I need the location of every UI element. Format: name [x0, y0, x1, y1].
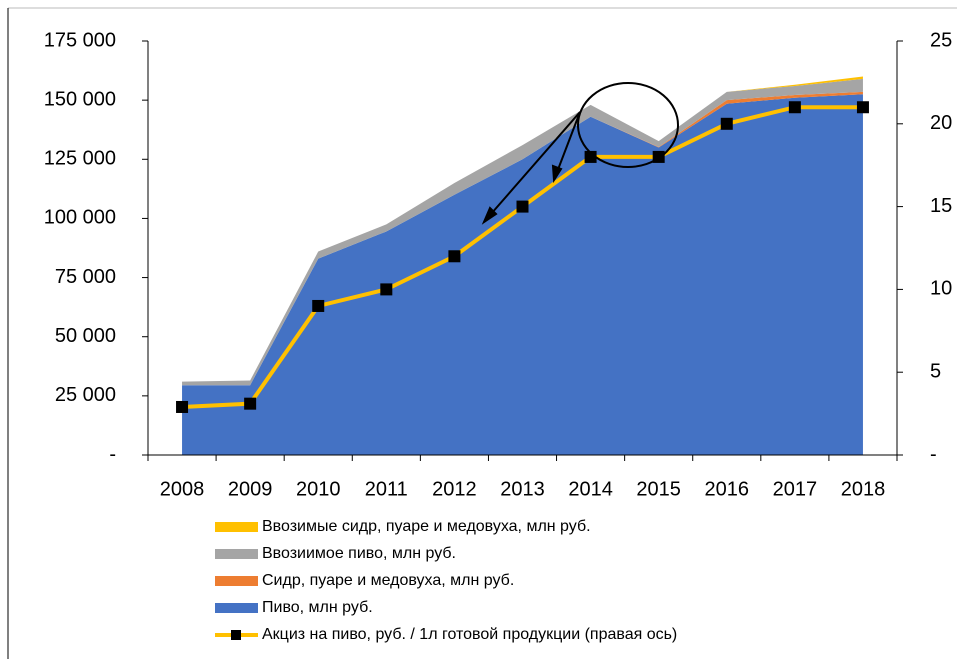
area: [182, 94, 863, 455]
marker: [244, 397, 257, 410]
arrow-head: [481, 206, 498, 225]
x-tick-label: 2016: [705, 478, 750, 500]
legend-label: Ввозиимое пиво, млн руб.: [262, 545, 456, 562]
y-tick-label: 75 000: [55, 266, 116, 288]
y2-tick-label: 25: [930, 29, 952, 51]
marker: [516, 200, 529, 213]
x-tick-label: 2014: [568, 478, 613, 500]
y-tick-label: 100 000: [44, 207, 116, 229]
marker: [176, 400, 189, 413]
x-tick-label: 2017: [773, 478, 818, 500]
y2-tick-label: 20: [930, 112, 952, 134]
y-tick-label: 150 000: [44, 88, 116, 110]
y-tick-label: 50 000: [55, 325, 116, 347]
marker: [584, 150, 597, 163]
y-tick-label: 125 000: [44, 148, 116, 170]
marker: [856, 101, 869, 114]
y-tick-label: -: [109, 443, 116, 465]
legend-swatch: [215, 603, 258, 613]
x-tick-label: 2010: [296, 478, 341, 500]
x-tick-label: 2008: [160, 478, 205, 500]
y2-tick-label: 5: [930, 360, 941, 382]
x-tick-label: 2018: [841, 478, 886, 500]
y2-tick-label: 15: [930, 195, 952, 217]
annotation-arrow: [483, 111, 581, 223]
marker: [720, 117, 733, 130]
marker: [380, 283, 393, 296]
legend-label: Сидр, пуаре и медовуха, млн руб.: [262, 572, 514, 589]
y2-tick-label: 10: [930, 278, 952, 300]
legend-label: Ввозимые сидр, пуаре и медовуха, млн руб…: [262, 518, 591, 535]
y-tick-label: 175 000: [44, 29, 116, 51]
legend-swatch: [215, 549, 258, 559]
x-tick-label: 2012: [432, 478, 477, 500]
legend-label: Акциз на пиво, руб. / 1л готовой продукц…: [262, 626, 677, 643]
annotation-ellipse: [577, 82, 679, 168]
marker: [448, 250, 461, 263]
legend-label: Пиво, млн руб.: [262, 599, 373, 616]
legend-swatch: [215, 576, 258, 586]
x-tick-label: 2009: [228, 478, 273, 500]
x-tick-label: 2015: [636, 478, 681, 500]
arrow-head: [551, 164, 563, 184]
legend-marker: [231, 630, 241, 640]
x-tick-label: 2013: [500, 478, 545, 500]
x-tick-label: 2011: [365, 478, 408, 500]
legend-swatch: [215, 522, 258, 532]
marker: [788, 101, 801, 114]
y2-tick-label: -: [930, 443, 937, 465]
marker: [312, 299, 325, 312]
y-tick-label: 25 000: [55, 384, 116, 406]
